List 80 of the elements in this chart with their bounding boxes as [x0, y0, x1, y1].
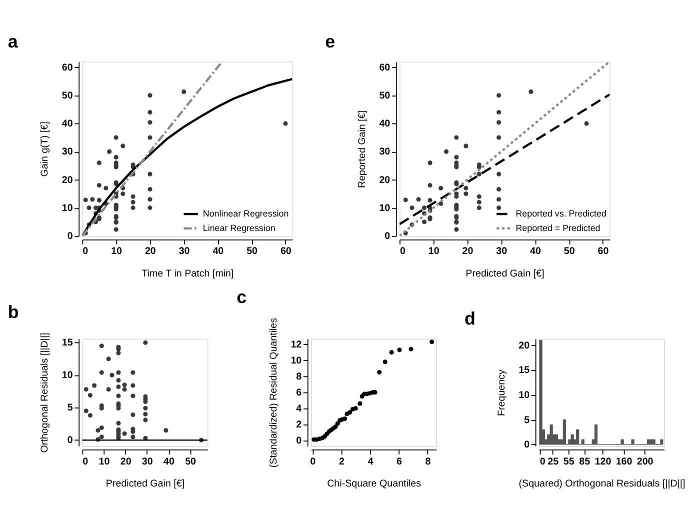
y-tick-label: 5 — [524, 414, 530, 426]
chart-title: a — [8, 31, 19, 52]
x-tick-label: 20 — [462, 246, 474, 258]
chart-title: b — [8, 302, 19, 322]
x-tick-label: 10 — [111, 246, 123, 258]
x-tick-label: 160 — [616, 456, 633, 468]
y-tick-label: 2 — [296, 419, 302, 430]
x-axis-title: Predicted Gain [€] — [106, 478, 185, 490]
x-axis-title: Chi-Square Quantiles — [327, 478, 422, 490]
x-tick-label: 10 — [98, 456, 110, 468]
y-tick-label: 20 — [518, 340, 530, 352]
y-tick-label: 60 — [62, 62, 74, 74]
y-tick-label: 0 — [524, 440, 530, 451]
y-axis-title: Gain g(T) [€] — [40, 121, 51, 177]
y-tick-label: 30 — [62, 146, 74, 158]
y-axis-title: Orthogonal Residuals [||D||] — [40, 332, 51, 453]
y-tick-label: 50 — [62, 90, 74, 102]
chart-title: e — [325, 31, 336, 52]
x-tick-label: 6 — [396, 456, 402, 468]
x-tick-label: 200 — [636, 456, 654, 468]
y-tick-label: 20 — [379, 174, 391, 186]
y-tick-label: 40 — [379, 118, 391, 130]
legend-label: Nonlinear Regression — [202, 208, 289, 219]
x-tick-label: 20 — [120, 456, 132, 468]
x-tick-label: 50 — [246, 246, 258, 258]
x-tick-label: 85 — [579, 456, 591, 468]
y-axis-title: (Standardized) Residual Quantiles — [268, 318, 280, 468]
y-tick-label: 8 — [296, 371, 302, 382]
y-tick-label: 6 — [296, 387, 302, 398]
x-tick-label: 10 — [428, 246, 440, 258]
x-tick-label: 0 — [310, 456, 316, 468]
x-tick-label: 50 — [564, 246, 576, 258]
y-tick-label: 10 — [379, 202, 391, 214]
y-tick-label: 20 — [62, 174, 74, 186]
x-tick-label: 2 — [338, 456, 345, 468]
chart-title: d — [464, 308, 476, 328]
x-tick-label: 4 — [368, 456, 374, 468]
y-tick-label: 50 — [379, 90, 391, 102]
x-tick-label: 30 — [142, 456, 154, 468]
x-tick-label: 120 — [594, 456, 612, 468]
x-tick-label: 25 — [548, 456, 560, 468]
y-tick-label: 0 — [67, 435, 74, 446]
y-tick-label: 0 — [296, 435, 302, 446]
x-tick-label: 30 — [496, 246, 508, 258]
x-tick-label: 55 — [563, 456, 575, 468]
x-tick-label: 0 — [540, 456, 546, 468]
legend-label: Linear Regression — [202, 223, 276, 234]
y-tick-label: 10 — [62, 202, 74, 214]
y-tick-label: 15 — [62, 338, 74, 349]
y-axis-title: Reported Gain [€] — [356, 110, 368, 188]
y-tick-label: 10 — [518, 390, 530, 401]
x-tick-label: 60 — [598, 246, 610, 258]
y-tick-label: 60 — [379, 62, 391, 74]
legend-label: Reported vs. Predicted — [516, 208, 607, 219]
y-axis-title: Frequency — [496, 369, 508, 416]
x-axis-title: (Squared) Orthogonal Residuals [||D||] — [518, 478, 686, 490]
x-tick-label: 0 — [82, 456, 89, 468]
x-tick-label: 40 — [164, 456, 175, 468]
y-tick-label: 15 — [518, 365, 530, 376]
legend-label: Reported = Predicted — [516, 223, 600, 234]
y-tick-label: 12 — [290, 339, 302, 350]
y-tick-label: 0 — [67, 231, 74, 242]
y-tick-label: 10 — [290, 355, 302, 366]
x-tick-label: 30 — [178, 246, 190, 258]
x-axis-title: Time T in Patch [min] — [142, 268, 234, 280]
y-tick-label: 0 — [384, 231, 391, 242]
x-tick-label: 60 — [280, 246, 292, 258]
x-tick-label: 0 — [400, 246, 406, 258]
y-tick-label: 10 — [62, 370, 74, 382]
x-tick-label: 40 — [212, 246, 224, 258]
y-tick-label: 5 — [67, 402, 74, 414]
x-tick-label: 0 — [82, 246, 89, 258]
y-tick-label: 30 — [379, 146, 391, 158]
chart-title: c — [236, 287, 247, 308]
x-tick-label: 8 — [425, 456, 432, 468]
x-tick-label: 50 — [185, 456, 197, 468]
y-tick-label: 4 — [296, 403, 302, 414]
x-tick-label: 20 — [144, 246, 156, 258]
y-tick-label: 40 — [62, 118, 74, 130]
x-axis-title: Predicted Gain [€] — [466, 268, 545, 280]
